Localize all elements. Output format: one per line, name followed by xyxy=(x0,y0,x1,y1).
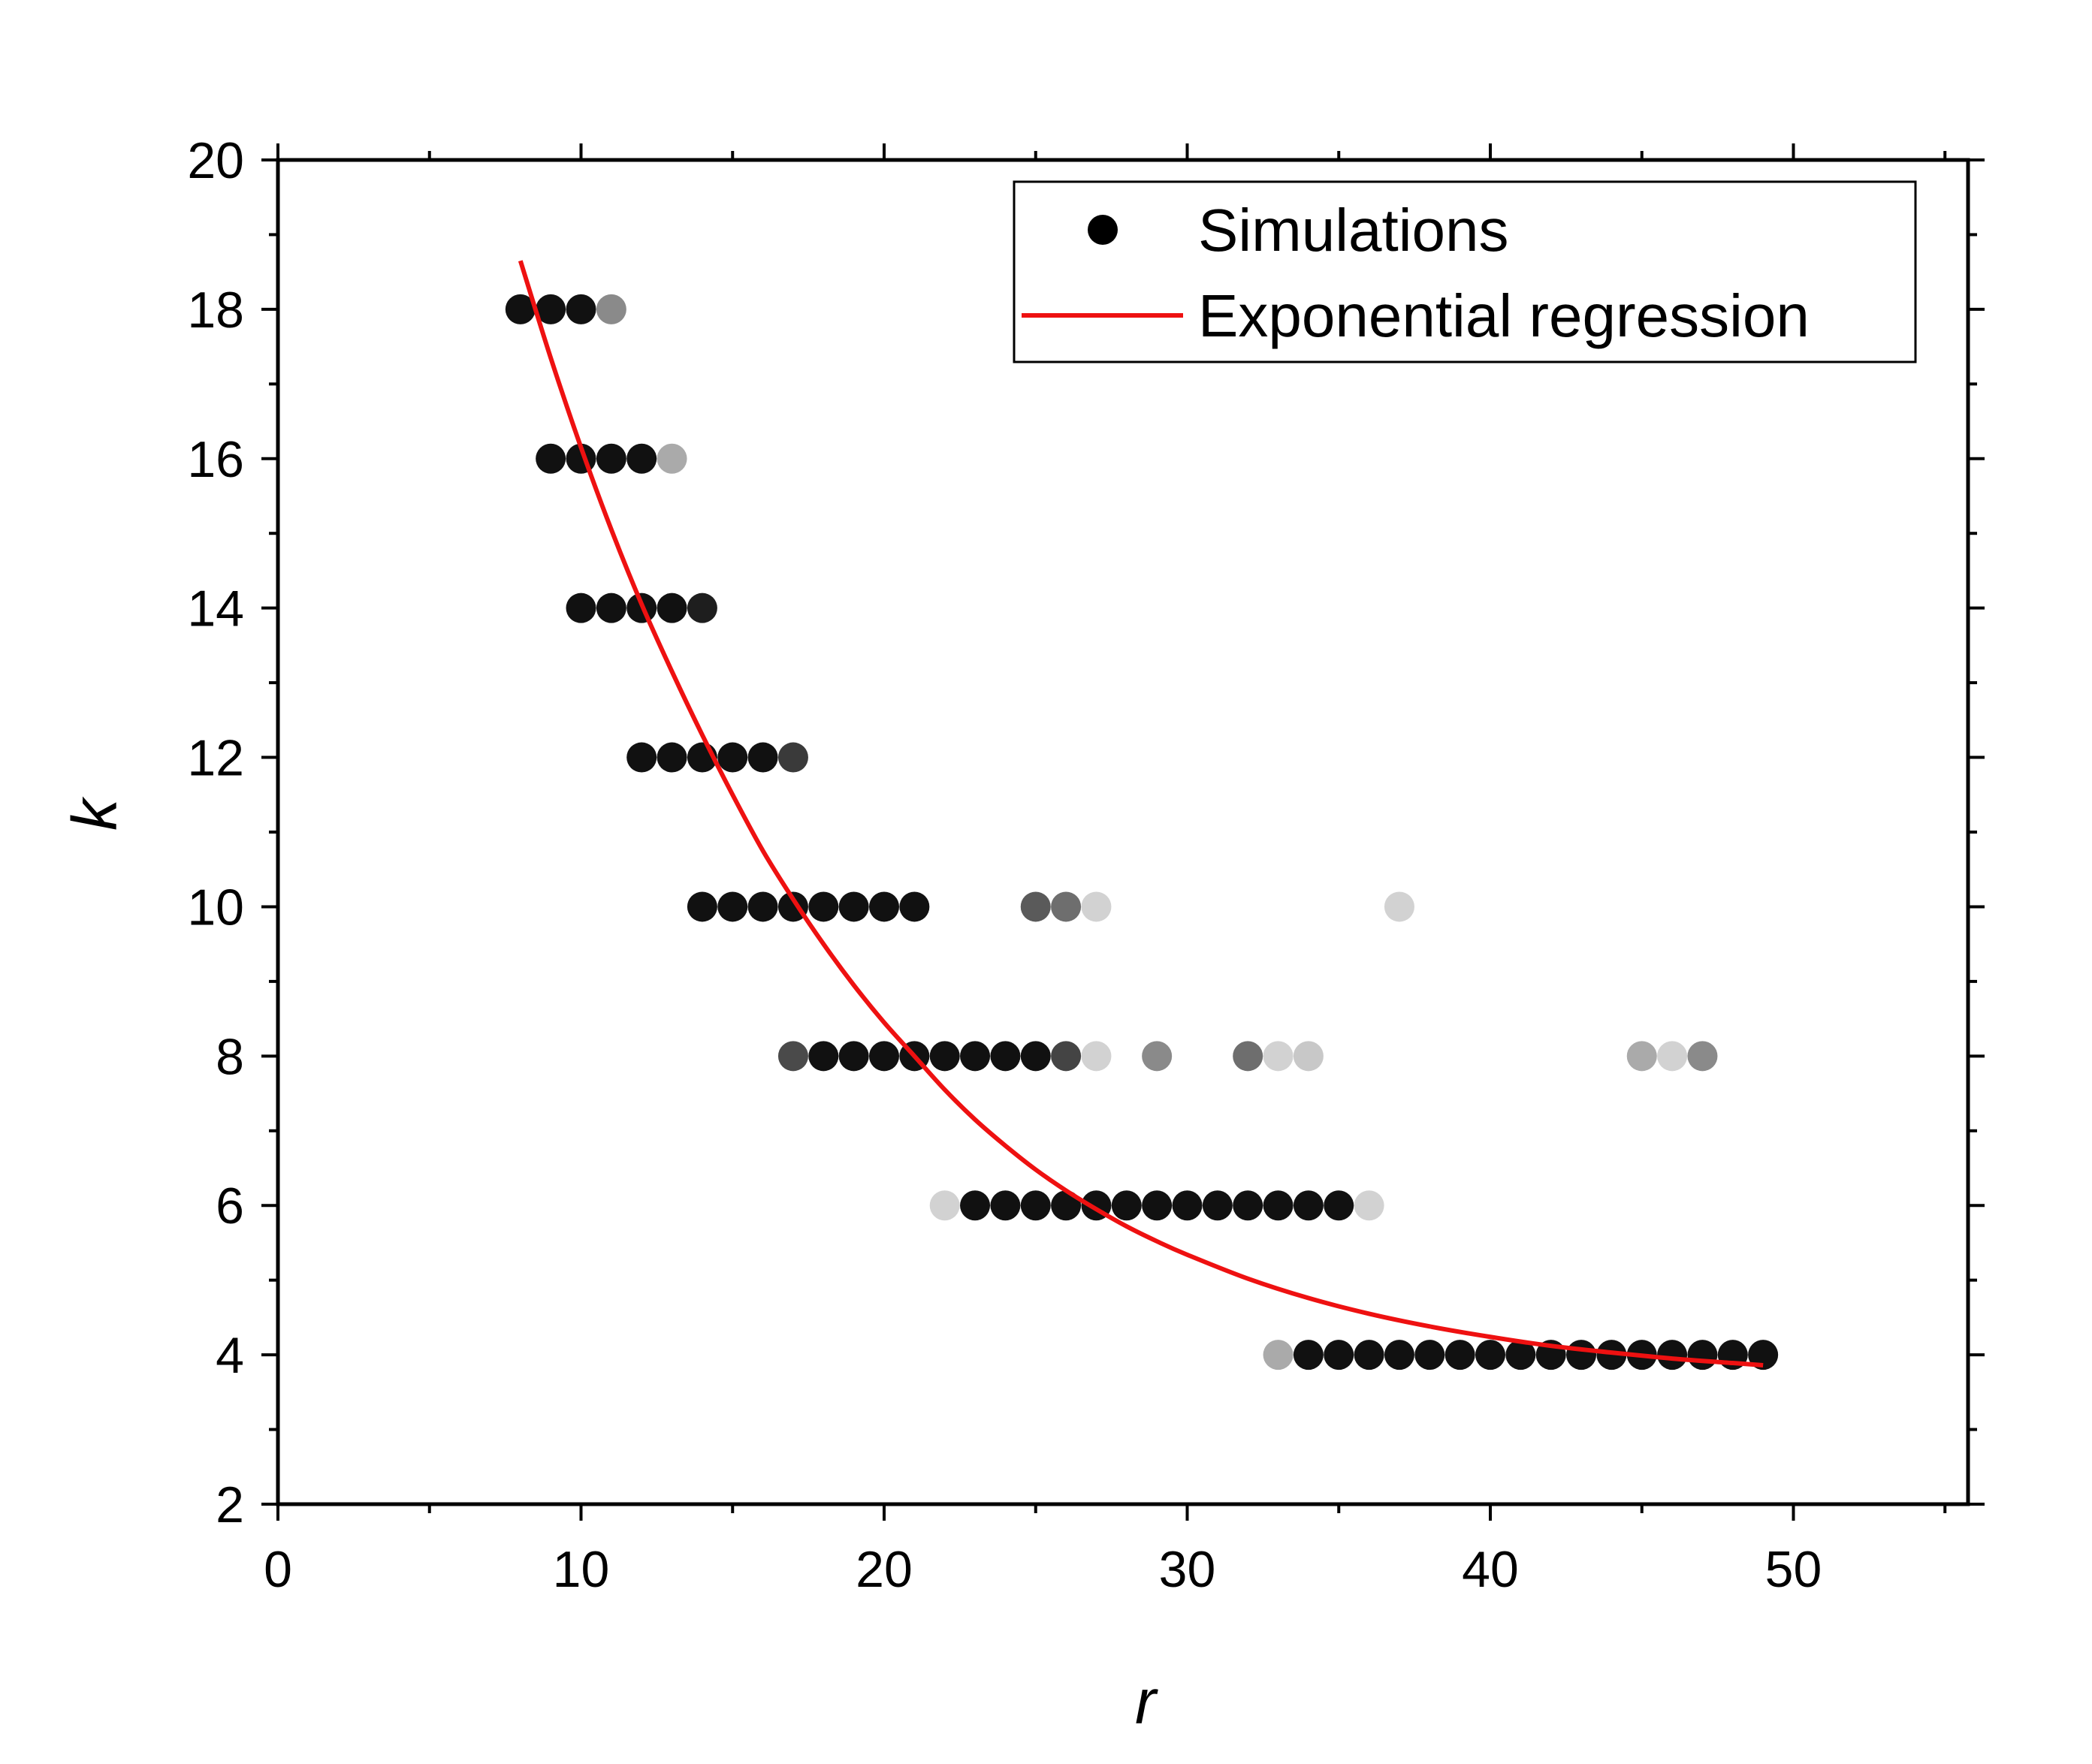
simulation-point xyxy=(1444,1340,1475,1370)
simulation-point xyxy=(687,891,717,922)
y-tick-label: 12 xyxy=(187,730,244,787)
x-tick-label: 50 xyxy=(1765,1541,1822,1598)
simulation-point xyxy=(596,593,626,623)
simulation-point xyxy=(1293,1041,1324,1072)
simulation-point xyxy=(1202,1190,1233,1221)
simulation-point xyxy=(960,1041,991,1072)
simulation-point xyxy=(1172,1190,1203,1221)
simulation-point xyxy=(1020,1041,1051,1072)
simulation-point xyxy=(869,1041,899,1072)
simulation-point xyxy=(929,1190,960,1221)
x-axis-title: r xyxy=(1135,1666,1158,1737)
simulation-point xyxy=(808,1041,839,1072)
y-axis-title: k xyxy=(59,796,130,831)
simulation-point xyxy=(1263,1041,1294,1072)
simulation-point xyxy=(1687,1041,1718,1072)
simulation-point xyxy=(626,742,657,773)
simulation-point xyxy=(990,1041,1021,1072)
simulation-point xyxy=(869,891,899,922)
y-tick-label: 2 xyxy=(216,1476,244,1533)
simulation-point xyxy=(747,891,778,922)
simulation-point xyxy=(717,742,748,773)
simulation-point xyxy=(1566,1340,1597,1370)
simulation-point xyxy=(1051,891,1082,922)
simulation-point xyxy=(626,443,657,474)
simulation-point xyxy=(1657,1340,1688,1370)
simulation-point xyxy=(1293,1340,1324,1370)
simulation-point xyxy=(1384,1340,1414,1370)
simulation-point xyxy=(899,891,930,922)
legend-box xyxy=(1013,180,1917,363)
x-tick-label: 20 xyxy=(856,1541,913,1598)
simulation-point xyxy=(1354,1190,1384,1221)
simulation-point xyxy=(1263,1190,1294,1221)
simulation-point xyxy=(1324,1340,1354,1370)
y-tick-label: 4 xyxy=(216,1327,244,1384)
simulation-point xyxy=(1324,1190,1354,1221)
simulation-point xyxy=(596,294,626,324)
simulation-point xyxy=(566,294,596,324)
simulation-point xyxy=(1414,1340,1445,1370)
simulation-point xyxy=(1263,1340,1294,1370)
simulation-point xyxy=(1081,891,1112,922)
regression-line xyxy=(518,260,1764,1368)
simulation-point xyxy=(1748,1340,1779,1370)
simulation-point xyxy=(990,1190,1021,1221)
simulation-point xyxy=(657,742,687,773)
x-tick-label: 30 xyxy=(1159,1541,1216,1598)
simulation-point xyxy=(1384,891,1414,922)
simulation-point xyxy=(1142,1041,1173,1072)
y-tick-label: 6 xyxy=(216,1178,244,1235)
simulation-point xyxy=(657,593,687,623)
simulation-point xyxy=(1687,1340,1718,1370)
simulation-point xyxy=(687,593,717,623)
x-tick-label: 10 xyxy=(553,1541,610,1598)
simulation-point xyxy=(777,742,808,773)
simulation-point xyxy=(747,742,778,773)
simulation-point xyxy=(838,891,869,922)
simulation-point xyxy=(1020,1190,1051,1221)
simulation-point xyxy=(505,294,536,324)
simulation-point xyxy=(1233,1190,1263,1221)
simulation-point xyxy=(1081,1041,1112,1072)
simulation-point xyxy=(1626,1041,1657,1072)
legend-label-regression: Exponential regression xyxy=(1198,282,1810,349)
x-tick-label: 40 xyxy=(1462,1541,1519,1598)
simulation-point xyxy=(1111,1190,1142,1221)
y-tick-label: 8 xyxy=(216,1028,244,1085)
legend-label-simulations: Simulations xyxy=(1198,197,1509,264)
legend-marker-simulations xyxy=(1088,215,1118,245)
legend: Simulations Exponential regression xyxy=(1013,180,1917,363)
simulation-point xyxy=(929,1041,960,1072)
simulation-point xyxy=(1233,1041,1263,1072)
simulation-point xyxy=(536,294,566,324)
simulation-point xyxy=(1657,1041,1688,1072)
y-tick-label: 16 xyxy=(187,431,244,488)
simulation-point xyxy=(1505,1340,1536,1370)
y-tick-label: 18 xyxy=(187,282,244,339)
x-tick-label: 0 xyxy=(264,1541,292,1598)
simulation-point xyxy=(808,891,839,922)
simulation-point xyxy=(1354,1340,1384,1370)
simulation-point xyxy=(1293,1190,1324,1221)
y-tick-label: 20 xyxy=(187,132,244,189)
simulation-point xyxy=(960,1190,991,1221)
simulation-point xyxy=(1142,1190,1173,1221)
simulation-point xyxy=(596,443,626,474)
y-tick-label: 10 xyxy=(187,879,244,936)
simulation-point xyxy=(1051,1041,1082,1072)
simulation-point xyxy=(1020,891,1051,922)
simulation-point xyxy=(717,891,748,922)
simulation-point xyxy=(1475,1340,1505,1370)
y-tick-label: 14 xyxy=(187,580,244,638)
simulation-point xyxy=(536,443,566,474)
simulation-point xyxy=(838,1041,869,1072)
simulation-point xyxy=(566,593,596,623)
simulation-point xyxy=(777,1041,808,1072)
simulation-point xyxy=(657,443,687,474)
plot-frame xyxy=(276,158,1970,1506)
axis-tick-labels: 0 10 20 30 40 50 2 4 6 8 10 12 14 16 18 20 xyxy=(187,132,1822,1598)
